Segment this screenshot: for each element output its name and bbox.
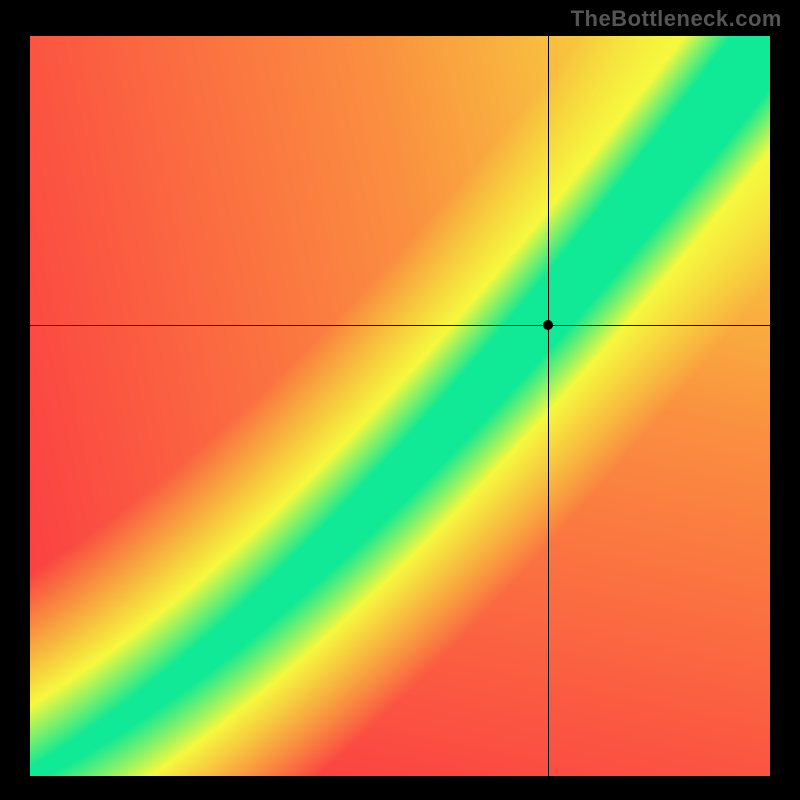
plot-area — [30, 36, 770, 776]
bottleneck-heatmap — [30, 36, 770, 776]
selection-marker — [543, 320, 553, 330]
chart-container: TheBottleneck.com — [0, 0, 800, 800]
crosshair-vertical — [548, 36, 549, 776]
watermark-text: TheBottleneck.com — [571, 6, 782, 32]
crosshair-horizontal — [30, 325, 770, 326]
